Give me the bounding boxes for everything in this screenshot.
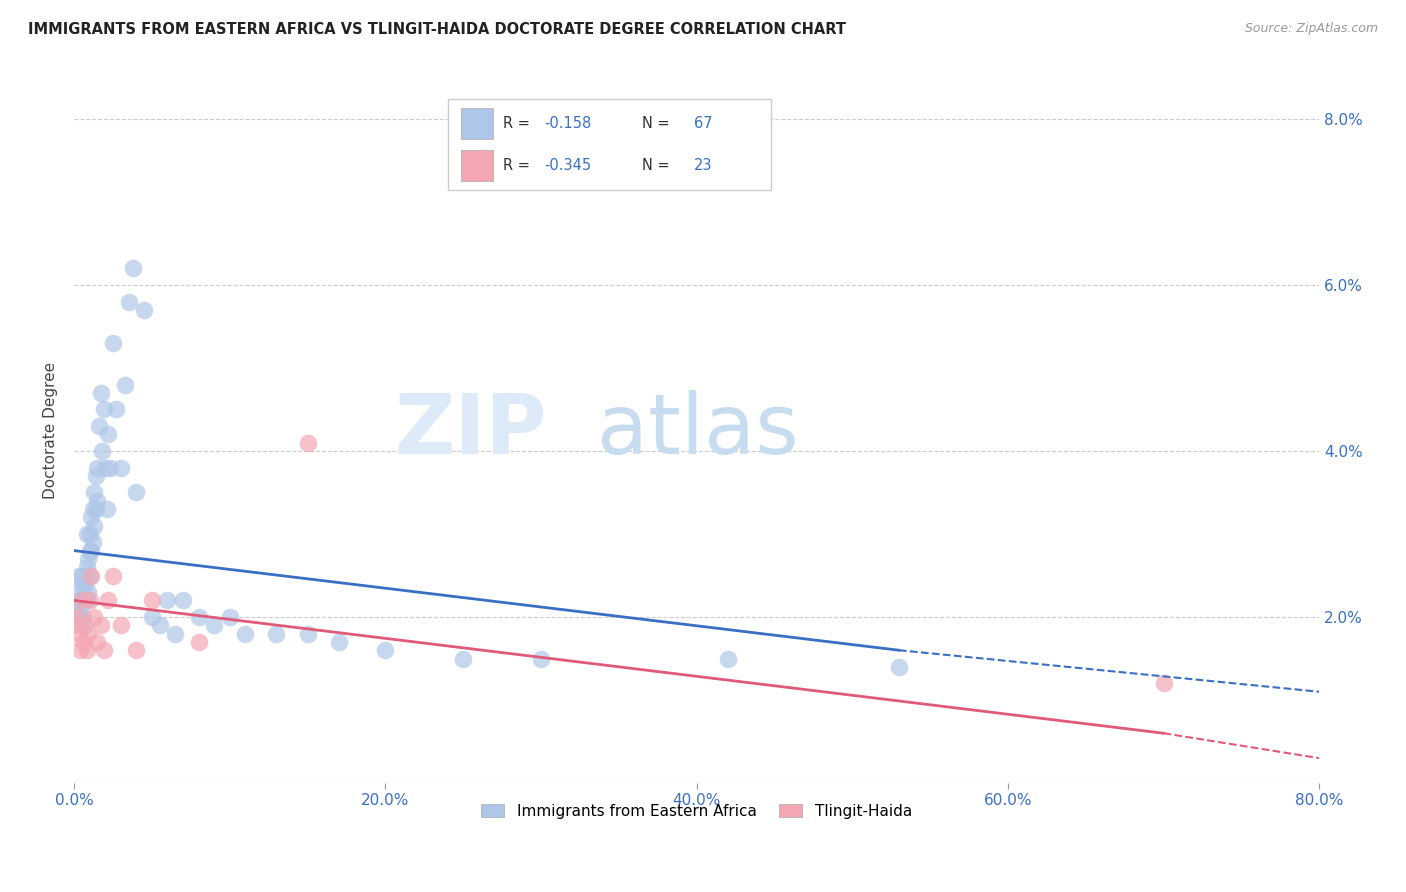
Point — [1153, 676, 1175, 690]
Point — [451, 651, 474, 665]
Point — [72, 635, 94, 649]
Point — [125, 643, 148, 657]
Point — [73, 576, 96, 591]
Point — [97, 427, 120, 442]
Point — [67, 610, 90, 624]
Point — [328, 635, 350, 649]
Point — [297, 435, 319, 450]
Point — [134, 302, 156, 317]
Point — [70, 593, 93, 607]
Point — [76, 593, 98, 607]
Point — [69, 585, 91, 599]
Point — [70, 576, 93, 591]
Point — [72, 593, 94, 607]
Point — [69, 601, 91, 615]
Point — [72, 618, 94, 632]
Point — [80, 543, 103, 558]
Point — [67, 626, 90, 640]
Point — [83, 518, 105, 533]
Point — [110, 618, 132, 632]
Point — [218, 610, 240, 624]
Point — [80, 568, 103, 582]
Point — [141, 610, 163, 624]
Text: IMMIGRANTS FROM EASTERN AFRICA VS TLINGIT-HAIDA DOCTORATE DEGREE CORRELATION CHA: IMMIGRANTS FROM EASTERN AFRICA VS TLINGI… — [28, 22, 846, 37]
Point — [187, 635, 209, 649]
Point — [93, 643, 115, 657]
Point — [72, 610, 94, 624]
Point — [83, 485, 105, 500]
Point — [77, 626, 100, 640]
Point — [114, 377, 136, 392]
Point — [86, 460, 108, 475]
Point — [122, 261, 145, 276]
Point — [65, 618, 87, 632]
Point — [83, 610, 105, 624]
Point — [110, 460, 132, 475]
Point — [86, 635, 108, 649]
Y-axis label: Doctorate Degree: Doctorate Degree — [44, 361, 58, 499]
Point — [79, 593, 101, 607]
Point — [77, 585, 100, 599]
Point — [66, 610, 89, 624]
Point — [266, 626, 288, 640]
Point — [70, 568, 93, 582]
Point — [93, 402, 115, 417]
Point — [165, 626, 187, 640]
Point — [91, 444, 114, 458]
Point — [374, 643, 396, 657]
Point — [79, 543, 101, 558]
Point — [233, 626, 256, 640]
Point — [187, 610, 209, 624]
Point — [98, 460, 121, 475]
Point — [97, 593, 120, 607]
Point — [117, 294, 139, 309]
Point — [94, 460, 117, 475]
Legend: Immigrants from Eastern Africa, Tlingit-Haida: Immigrants from Eastern Africa, Tlingit-… — [475, 797, 918, 825]
Point — [101, 568, 124, 582]
Text: ZIP: ZIP — [395, 390, 547, 471]
Point — [82, 535, 104, 549]
Point — [76, 560, 98, 574]
Point — [77, 552, 100, 566]
Point — [101, 336, 124, 351]
Point — [73, 593, 96, 607]
Point — [82, 502, 104, 516]
Point — [69, 643, 91, 657]
Text: atlas: atlas — [598, 390, 799, 471]
Point — [125, 485, 148, 500]
Point — [202, 618, 225, 632]
Point — [67, 610, 90, 624]
Point — [156, 593, 179, 607]
Point — [105, 402, 128, 417]
Point — [172, 593, 194, 607]
Point — [84, 469, 107, 483]
Point — [69, 610, 91, 624]
Point — [66, 593, 89, 607]
Point — [530, 651, 553, 665]
Point — [76, 593, 98, 607]
Text: Source: ZipAtlas.com: Source: ZipAtlas.com — [1244, 22, 1378, 36]
Point — [80, 510, 103, 524]
Point — [70, 593, 93, 607]
Point — [76, 643, 98, 657]
Point — [86, 493, 108, 508]
Point — [149, 618, 172, 632]
Point — [76, 527, 98, 541]
Point — [717, 651, 740, 665]
Point — [297, 626, 319, 640]
Point — [67, 568, 90, 582]
Point — [73, 618, 96, 632]
Point — [79, 568, 101, 582]
Point — [96, 502, 118, 516]
Point — [887, 660, 910, 674]
Point — [79, 527, 101, 541]
Point — [87, 419, 110, 434]
Point — [90, 618, 112, 632]
Point — [84, 502, 107, 516]
Point — [90, 385, 112, 400]
Point — [141, 593, 163, 607]
